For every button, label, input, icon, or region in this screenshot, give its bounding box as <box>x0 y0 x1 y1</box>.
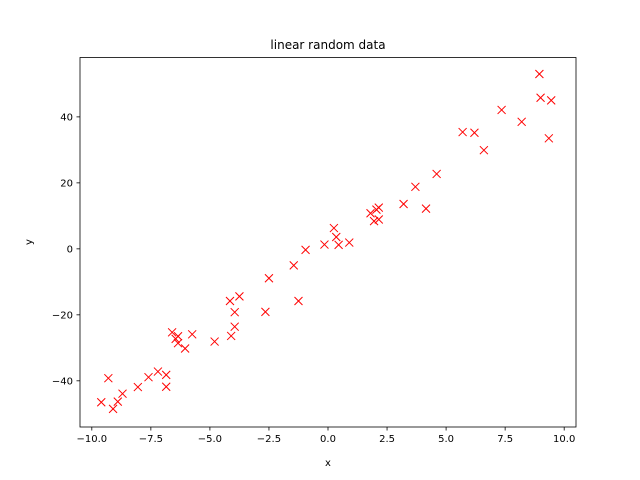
data-point <box>144 372 153 382</box>
data-point <box>399 199 408 209</box>
x-tick-label: −5.0 <box>198 434 222 445</box>
y-tick-label: −40 <box>52 376 73 387</box>
data-point <box>235 292 244 301</box>
y-axis-label: y <box>24 239 35 245</box>
data-point <box>536 93 545 103</box>
data-point <box>334 240 343 250</box>
data-point <box>113 397 123 406</box>
data-point <box>544 133 554 143</box>
x-tick-label: −7.5 <box>139 434 163 445</box>
y-tick-label: 20 <box>60 178 73 189</box>
data-point <box>264 273 274 283</box>
x-tick-label: 10.0 <box>553 434 575 445</box>
data-point <box>210 337 219 346</box>
data-point <box>458 127 467 137</box>
data-point <box>118 389 127 399</box>
data-point <box>546 96 556 105</box>
x-axis-label: x <box>325 458 331 469</box>
chart-title: linear random data <box>270 38 385 52</box>
data-point <box>153 367 163 376</box>
x-tick-label: 5.0 <box>438 434 454 445</box>
data-point <box>497 105 506 115</box>
data-point <box>230 322 240 332</box>
data-point <box>161 370 171 380</box>
data-point <box>320 240 329 249</box>
x-tick-label: 2.5 <box>379 434 395 445</box>
ticks-layer: −10.0 −7.5 −5.0 −2.5 0.0 2.5 5.0 7.5 10.0 −40 −20 0… <box>52 112 575 445</box>
data-point <box>180 344 190 353</box>
x-tick-label: 0.0 <box>320 434 336 445</box>
data-point <box>108 404 118 414</box>
x-tick-label: −2.5 <box>257 434 281 445</box>
data-point <box>133 382 143 392</box>
data-point <box>411 182 420 192</box>
data-point <box>479 145 489 155</box>
data-point <box>96 397 106 407</box>
data-point <box>103 373 113 383</box>
x-tick-label: 7.5 <box>497 434 513 445</box>
data-point <box>289 260 299 270</box>
data-point <box>167 327 177 337</box>
data-point <box>470 128 479 138</box>
data-point <box>230 307 240 317</box>
data-point <box>173 338 183 348</box>
data-point <box>173 331 183 341</box>
y-tick-label: 0 <box>67 244 73 255</box>
data-point <box>294 296 303 306</box>
data-point <box>374 203 384 212</box>
data-point <box>421 204 431 213</box>
points-layer <box>96 69 556 414</box>
data-point <box>517 117 527 127</box>
data-point <box>374 215 384 224</box>
data-point <box>301 245 310 255</box>
data-point <box>261 307 270 317</box>
data-point <box>344 238 354 247</box>
plot-area-frame <box>79 57 577 428</box>
y-tick-label: −20 <box>52 310 73 321</box>
data-point <box>329 223 339 233</box>
data-point <box>161 382 171 392</box>
data-point <box>187 329 197 339</box>
data-point <box>226 331 236 341</box>
data-point <box>535 69 544 79</box>
x-tick-label: −10.0 <box>76 434 107 445</box>
data-point <box>432 169 442 179</box>
data-point <box>366 208 375 218</box>
data-point <box>369 216 379 226</box>
data-point <box>331 232 341 242</box>
y-tick-label: 40 <box>60 112 73 123</box>
data-point <box>225 296 235 306</box>
